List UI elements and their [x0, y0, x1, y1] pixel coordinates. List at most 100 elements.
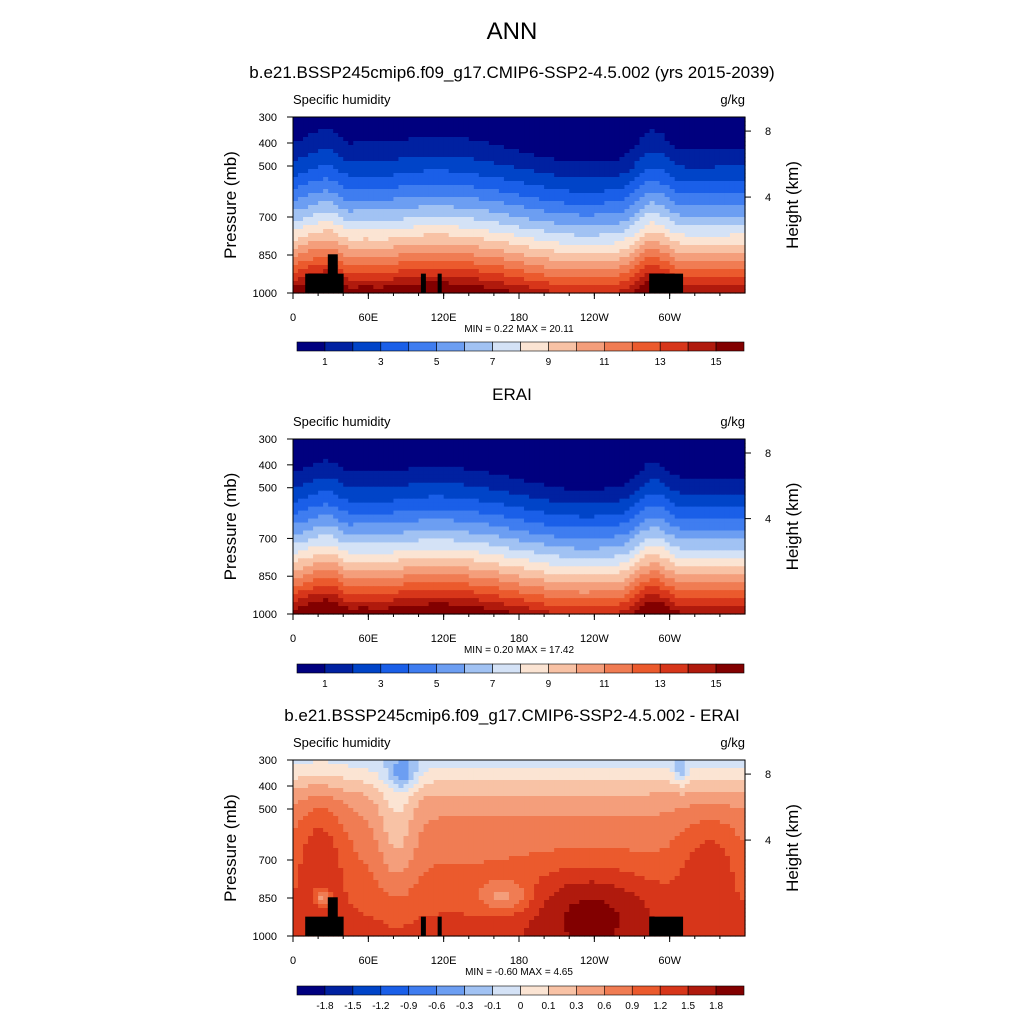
heatmap-cell [469, 221, 475, 226]
heatmap-cell [579, 253, 585, 258]
heatmap-cell [333, 447, 339, 452]
heatmap-cell [509, 137, 515, 142]
heatmap-cell [584, 265, 590, 270]
heatmap-cell [484, 213, 490, 218]
heatmap-cell [429, 129, 435, 134]
heatmap-cell [469, 177, 475, 182]
heatmap-cell [604, 181, 610, 186]
heatmap-cell [534, 459, 540, 464]
heatmap-cell [368, 213, 374, 218]
heatmap-cell [298, 197, 304, 202]
heatmap-cell [444, 169, 450, 174]
heatmap-cell [479, 137, 485, 142]
heatmap-cell [629, 241, 635, 246]
heatmap-cell [348, 141, 354, 146]
heatmap-cell [499, 129, 505, 134]
heatmap-cell [619, 451, 625, 456]
heatmap-cell [559, 459, 565, 464]
heatmap-cell [554, 189, 560, 194]
heatmap-cell [323, 463, 329, 468]
heatmap-cell [554, 201, 560, 206]
heatmap-cell [539, 217, 545, 222]
heatmap-cell [464, 447, 470, 452]
heatmap-cell [715, 153, 721, 158]
heatmap-cell [368, 117, 374, 122]
heatmap-cell [534, 249, 540, 254]
heatmap-cell [640, 261, 646, 266]
heatmap-cell [403, 177, 409, 182]
heatmap-cell [645, 157, 651, 162]
heatmap-cell [439, 145, 445, 150]
heatmap-cell [343, 471, 349, 476]
heatmap-cell [494, 281, 500, 286]
heatmap-cell [594, 201, 600, 206]
heatmap-cell [539, 209, 545, 214]
heatmap-cell [469, 443, 475, 448]
heatmap-cell [454, 273, 460, 278]
heatmap-cell [675, 269, 681, 274]
heatmap-cell [459, 479, 465, 484]
heatmap-cell [735, 467, 741, 472]
heatmap-cell [298, 169, 304, 174]
heatmap-cell [494, 221, 500, 226]
heatmap-cell [539, 463, 545, 468]
heatmap-cell [398, 281, 404, 286]
heatmap-cell [308, 129, 314, 134]
heatmap-cell [519, 241, 525, 246]
heatmap-cell [685, 185, 691, 190]
heatmap-cell [710, 165, 716, 170]
heatmap-cell [680, 157, 686, 162]
heatmap-cell [624, 177, 630, 182]
heatmap-cell [328, 149, 334, 154]
heatmap-cell [484, 447, 490, 452]
heatmap-cell [509, 253, 515, 258]
heatmap-cell [624, 193, 630, 198]
heatmap-cell [534, 273, 540, 278]
heatmap-cell [690, 475, 696, 480]
heatmap-cell [690, 213, 696, 218]
heatmap-cell [444, 261, 450, 266]
heatmap-cell [489, 277, 495, 282]
heatmap-cell [690, 265, 696, 270]
heatmap-cell [328, 463, 334, 468]
heatmap-cell [715, 141, 721, 146]
heatmap-cell [715, 253, 721, 258]
heatmap-cell [564, 273, 570, 278]
heatmap-cell [549, 265, 555, 270]
heatmap-cell [675, 121, 681, 126]
heatmap-cell [509, 185, 515, 190]
heatmap-cell [690, 149, 696, 154]
heatmap-cell [424, 141, 430, 146]
heatmap-cell [494, 193, 500, 198]
heatmap-cell [589, 169, 595, 174]
heatmap-cell [363, 229, 369, 234]
heatmap-cell [574, 459, 580, 464]
heatmap-cell [494, 459, 500, 464]
heatmap-cell [675, 459, 681, 464]
heatmap-cell [700, 133, 706, 138]
colorbar-label: 13 [655, 357, 667, 368]
heatmap-cell [343, 133, 349, 138]
heatmap-cell [469, 249, 475, 254]
heatmap-cell [459, 233, 465, 238]
heatmap-cell [514, 281, 520, 286]
heatmap-cell [343, 189, 349, 194]
heatmap-cell [424, 153, 430, 158]
heatmap-cell [419, 185, 425, 190]
heatmap-cell [514, 181, 520, 186]
heatmap-cell [383, 261, 389, 266]
heatmap-cell [584, 451, 590, 456]
heatmap-cell [645, 161, 651, 166]
heatmap-cell [614, 451, 620, 456]
heatmap-cell [524, 229, 530, 234]
heatmap-cell [424, 213, 430, 218]
heatmap-cell [434, 447, 440, 452]
heatmap-cell [393, 125, 399, 130]
heatmap-cell [419, 209, 425, 214]
heatmap-cell [494, 463, 500, 468]
heatmap-cell [609, 161, 615, 166]
heatmap-cell [685, 189, 691, 194]
heatmap-cell [725, 121, 731, 126]
heatmap-cell [705, 209, 711, 214]
heatmap-cell [308, 245, 314, 250]
